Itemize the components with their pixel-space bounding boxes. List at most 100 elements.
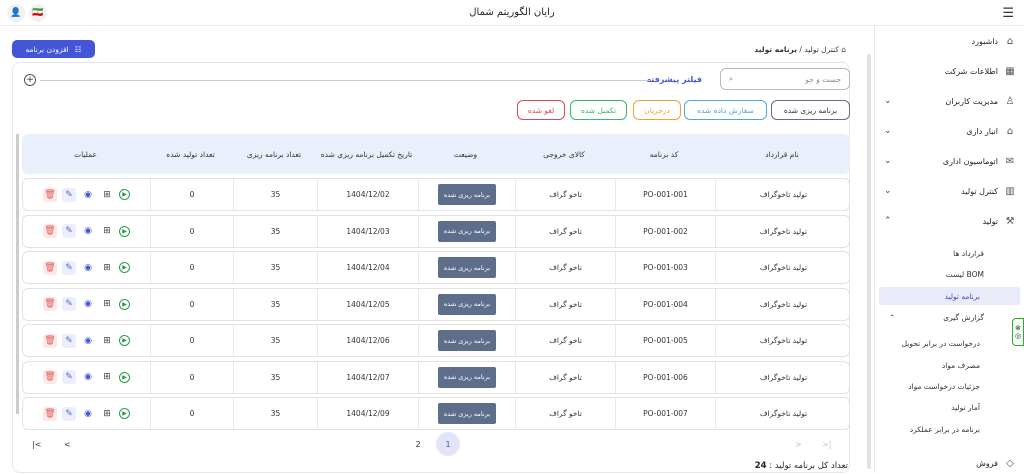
grid-icon[interactable]: ⊞ — [103, 189, 111, 200]
edit-icon[interactable]: ✎ — [62, 297, 76, 311]
hamburger-icon[interactable]: ☰ — [1002, 6, 1014, 21]
table-cell: تولید تاخوگراف — [715, 252, 851, 283]
sidebar-item[interactable]: تولید ⚒ ⌃ — [874, 210, 1024, 232]
table-row[interactable]: 🗑 ✎ ◉ ⊞ ▶ 0 35 1404/12/04 برنامه ریزی شده تاخو گر… — [22, 251, 850, 284]
delete-icon[interactable]: 🗑 — [43, 297, 57, 311]
breadcrumb-home-icon[interactable]: ⌂ — [841, 45, 846, 54]
delete-icon[interactable]: 🗑 — [43, 406, 57, 421]
table-row[interactable]: 🗑 ✎ ◉ ⊞ ▶ 0 35 1404/12/02 برنامه ریزی شده تاخو گر… — [22, 178, 850, 211]
edit-icon[interactable]: ✎ — [62, 406, 76, 421]
sidebar-report-item[interactable]: آمار تولید — [879, 398, 1024, 416]
page-scrollbar[interactable] — [867, 54, 871, 469]
next-page-button[interactable]: > — [795, 440, 802, 449]
sidebar-report-item[interactable]: مصرف مواد — [879, 356, 1024, 374]
search-input[interactable]: جست و جو ⌕ — [720, 68, 850, 90]
breadcrumb-separator: / — [799, 45, 802, 54]
breadcrumb-parent[interactable]: کنترل تولید — [804, 45, 839, 54]
grid-icon[interactable]: ⊞ — [103, 335, 111, 346]
view-icon[interactable]: ◉ — [84, 226, 92, 236]
grid-icon[interactable]: ⊞ — [103, 262, 111, 273]
edit-icon[interactable]: ✎ — [62, 224, 76, 238]
language-flag-icon[interactable]: 🇮🇷 — [29, 4, 47, 22]
table-cell: PO-001-006 — [615, 361, 715, 393]
status-chip[interactable]: برنامه ریزی شده — [771, 100, 850, 120]
view-icon[interactable]: ◉ — [84, 189, 92, 200]
play-icon[interactable]: ▶ — [119, 189, 130, 200]
sidebar-report-item[interactable]: برنامه در برابر عملکرد — [879, 420, 1024, 438]
grid-icon[interactable]: ⊞ — [103, 372, 111, 382]
status-chip[interactable]: تکمیل شده — [570, 100, 627, 120]
delete-icon[interactable]: 🗑 — [43, 224, 57, 238]
status-chip[interactable]: لغو شده — [517, 100, 565, 120]
play-icon[interactable]: ▶ — [119, 371, 130, 383]
delete-icon[interactable]: 🗑 — [43, 370, 57, 384]
prev-page-button[interactable]: < — [64, 440, 71, 449]
table-cell: 1404/12/06 — [317, 325, 418, 356]
delete-icon[interactable]: 🗑 — [43, 260, 57, 275]
sidebar-subitem[interactable]: قرارداد ها — [879, 244, 1024, 262]
table-row[interactable]: 🗑 ✎ ◉ ⊞ ▶ 0 35 1404/12/09 برنامه ریزی شده تاخو گر… — [22, 397, 850, 430]
play-icon[interactable]: ▶ — [119, 298, 130, 310]
sidebar-subitem-label: گزارش گیری — [943, 312, 984, 322]
play-icon[interactable]: ▶ — [119, 335, 130, 346]
floating-settings-tab[interactable]: ⊗ ◎ — [1012, 318, 1024, 346]
top-bar: 👤 🇮🇷 رایان الگوریتم شمال ☰ — [0, 0, 1024, 26]
sidebar-item[interactable]: اطلاعات شرکت ▦ — [874, 60, 1024, 82]
play-icon[interactable]: ▶ — [119, 225, 130, 237]
add-program-button[interactable]: افزودن برنامه ☷ — [12, 40, 95, 58]
column-header: نام قرارداد — [765, 149, 799, 159]
expand-filter-icon[interactable]: + — [24, 74, 36, 86]
column-header: وضیعت — [453, 149, 478, 159]
table-row[interactable]: 🗑 ✎ ◉ ⊞ ▶ 0 35 1404/12/06 برنامه ریزی شده تاخو گر… — [22, 324, 850, 357]
total-value: 24 — [754, 461, 767, 471]
edit-icon[interactable]: ✎ — [62, 260, 76, 275]
sidebar-item[interactable]: فروش ◇ — [874, 452, 1024, 474]
play-icon[interactable]: ▶ — [119, 262, 130, 273]
sidebar-subitem[interactable]: گزارش گیری ⌃ — [879, 308, 1024, 326]
user-avatar[interactable]: 👤 — [7, 4, 25, 22]
sidebar-subitem[interactable]: لیست BOM — [879, 265, 1024, 283]
grid-icon[interactable]: ⊞ — [103, 408, 111, 419]
first-page-button[interactable]: |< — [32, 440, 42, 449]
sidebar-item[interactable]: داشبورد ⌂ — [874, 30, 1024, 52]
page-1-button[interactable]: 1 — [436, 432, 460, 456]
home-icon: ⌂ — [1006, 35, 1014, 47]
play-icon[interactable]: ▶ — [119, 408, 130, 419]
view-icon[interactable]: ◉ — [84, 408, 92, 419]
status-chip[interactable]: سفارش داده شده — [684, 100, 767, 120]
page-2-button[interactable]: 2 — [415, 439, 421, 449]
edit-icon[interactable]: ✎ — [62, 187, 76, 202]
sidebar-report-item[interactable]: درخواست در برابر تحویل — [879, 334, 1024, 352]
status-chip[interactable]: درجریان — [633, 100, 681, 120]
table-row[interactable]: 🗑 ✎ ◉ ⊞ ▶ 0 35 1404/12/05 برنامه ریزی شده تاخو گر… — [22, 287, 850, 321]
table-scrollbar[interactable] — [16, 134, 19, 414]
table-cell: تولید تاخوگراف — [715, 179, 851, 210]
table-row[interactable]: 🗑 ✎ ◉ ⊞ ▶ 0 35 1404/12/07 برنامه ریزی شده تاخو گر… — [22, 360, 850, 394]
edit-icon[interactable]: ✎ — [62, 333, 76, 348]
chevron-down-icon: ⌄ — [884, 96, 892, 106]
table-cell: PO-001-001 — [615, 179, 715, 210]
view-icon[interactable]: ◉ — [84, 335, 92, 346]
sidebar-item[interactable]: انبار داری ⌂ ⌄ — [874, 120, 1024, 142]
grid-icon[interactable]: ⊞ — [103, 226, 111, 236]
sidebar-item[interactable]: اتوماسیون اداری ✉ ⌄ — [874, 150, 1024, 172]
sidebar-item-label: داشبورد — [971, 36, 998, 46]
sidebar-subitem[interactable]: برنامه تولید — [879, 287, 1020, 305]
grid-icon[interactable]: ⊞ — [103, 299, 111, 309]
delete-icon[interactable]: 🗑 — [43, 187, 57, 202]
view-icon[interactable]: ◉ — [84, 299, 92, 309]
table-cell: تاخو گراف — [515, 252, 615, 283]
table-row[interactable]: 🗑 ✎ ◉ ⊞ ▶ 0 35 1404/12/03 برنامه ریزی شده تاخو گر… — [22, 214, 850, 248]
last-page-button[interactable]: >| — [822, 440, 832, 449]
sidebar-report-item[interactable]: جزئیات درخواست مواد — [879, 377, 1024, 395]
table-cell: 1404/12/03 — [317, 215, 418, 247]
view-icon[interactable]: ◉ — [84, 262, 92, 273]
edit-icon[interactable]: ✎ — [62, 370, 76, 384]
advanced-filter-label[interactable]: فیلتر پیشرفته — [646, 75, 702, 84]
sidebar-item[interactable]: کنترل تولید ▥ ⌄ — [874, 180, 1024, 202]
view-icon[interactable]: ◉ — [84, 372, 92, 382]
table-cell: 35 — [233, 325, 317, 356]
table-cell: برنامه ریزی شده — [418, 179, 515, 210]
delete-icon[interactable]: 🗑 — [43, 333, 57, 348]
sidebar-item[interactable]: مدیریت کاربران ♙ ⌄ — [874, 90, 1024, 112]
